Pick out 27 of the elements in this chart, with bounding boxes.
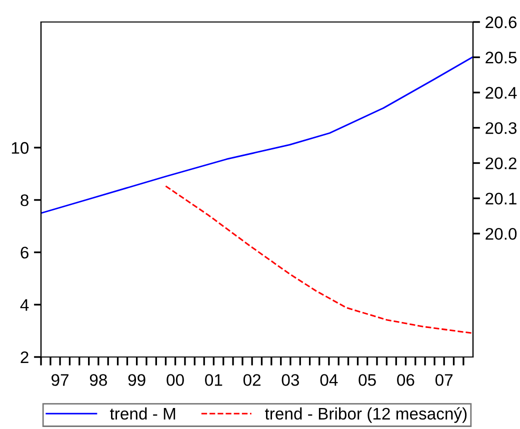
x-tick-label: 97 bbox=[52, 374, 68, 386]
x-tick-label: 06 bbox=[397, 374, 414, 386]
y-tick-label: 4 bbox=[20, 299, 29, 311]
x-tick-label: 00 bbox=[166, 374, 184, 386]
y2-tick-label: 20.2 bbox=[486, 157, 516, 170]
y-tick-label: 8 bbox=[20, 194, 28, 206]
line-series bbox=[41, 56, 473, 214]
x-tick-label: 03 bbox=[282, 374, 299, 386]
x-tick-label: 05 bbox=[358, 374, 376, 386]
y2-tick-label: 20.1 bbox=[486, 192, 516, 205]
x-tick-label: 04 bbox=[320, 374, 338, 386]
y2-tick-label: 20.5 bbox=[486, 52, 517, 64]
x-tick-label: 01 bbox=[205, 374, 222, 386]
legend-label: trend - Bribor (12 mesacný) bbox=[265, 407, 467, 423]
y2-tick-label: 20.3 bbox=[486, 122, 517, 134]
y2-tick-label: 20.6 bbox=[486, 16, 517, 28]
x-tick-label: 99 bbox=[128, 374, 146, 386]
y-tick-label: 2 bbox=[20, 351, 28, 364]
x-tick-label: 07 bbox=[435, 374, 453, 386]
x-tick-label: 98 bbox=[90, 374, 107, 386]
x-tick-label: 02 bbox=[243, 374, 260, 386]
y2-tick-label: 20.0 bbox=[486, 228, 517, 240]
y-tick-label: 10 bbox=[12, 142, 29, 154]
legend-label: trend - M bbox=[110, 407, 176, 420]
y2-tick-label: 20.4 bbox=[486, 86, 517, 99]
line-series bbox=[164, 185, 473, 334]
y-tick-label: 6 bbox=[20, 246, 28, 259]
